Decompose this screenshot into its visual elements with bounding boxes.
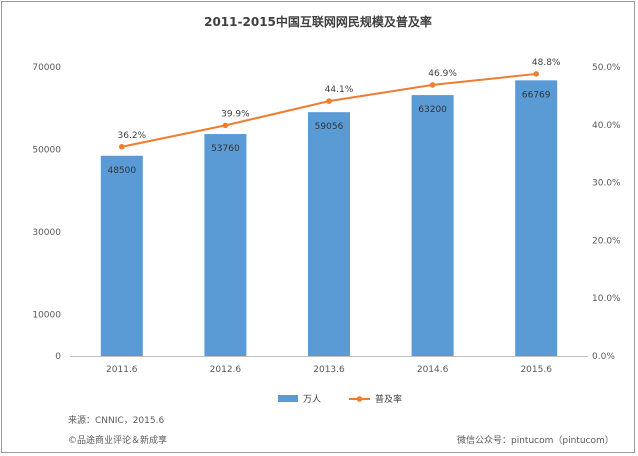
- y-right-tick-label: 10.0%: [592, 294, 621, 304]
- axes: 0 10000 30000 50000 70000 0.0% 10.0% 20.0% 30.0%…: [32, 63, 621, 375]
- x-tick-label: 2013.6: [313, 365, 345, 375]
- bar: [411, 95, 454, 357]
- copyright-note: ©品途商业评论＆新成享: [68, 436, 168, 446]
- x-tick-label: 2012.6: [210, 365, 242, 375]
- line-data-label: 46.9%: [428, 69, 457, 79]
- x-tick-label: 2011.6: [106, 365, 138, 375]
- bar: [100, 155, 143, 356]
- x-tick-label: 2014.6: [417, 365, 449, 375]
- legend-label-line: 普及率: [375, 393, 402, 405]
- legend-swatch-bar: [278, 395, 298, 402]
- bar-data-label: 53760: [211, 144, 240, 154]
- bar: [515, 80, 558, 356]
- legend-swatch-line-marker: [356, 396, 363, 402]
- x-tick-label: 2015.6: [520, 365, 552, 375]
- legend-label-bar: 万人: [303, 394, 321, 405]
- line-data-label: 39.9%: [221, 109, 250, 119]
- bar: [308, 112, 350, 357]
- y-right-tick-label: 40.0%: [592, 121, 621, 131]
- y-left-tick-label: 70000: [32, 63, 61, 73]
- chart-title: 2011-2015中国互联网网民规模及普及率: [204, 14, 432, 29]
- y-right-tick-label: 30.0%: [592, 179, 621, 189]
- line-series: 36.2% 39.9% 44.1% 46.9% 48.8%: [118, 58, 561, 150]
- y-left-tick-label: 0: [55, 352, 61, 362]
- bar-data-label: 59056: [315, 122, 344, 132]
- bar-data-label: 63200: [418, 105, 447, 115]
- y-right-tick-label: 20.0%: [592, 236, 621, 246]
- line-point: [429, 82, 436, 88]
- y-left-tick-label: 10000: [32, 311, 61, 321]
- legend: 万人 普及率: [278, 393, 402, 405]
- y-left-tick-label: 50000: [32, 146, 61, 156]
- y-right-tick-label: 50.0%: [592, 63, 621, 73]
- line-data-label: 36.2%: [118, 131, 147, 141]
- line-point: [326, 98, 332, 104]
- bar-data-label: 48500: [107, 166, 136, 176]
- bar-data-label: 66769: [522, 90, 551, 100]
- line-point: [222, 122, 229, 129]
- y-right-tick-label: 0.0%: [592, 352, 615, 362]
- bar: [204, 134, 247, 356]
- line-point: [533, 71, 539, 77]
- line-point: [119, 143, 125, 150]
- line-data-label: 48.8%: [532, 58, 561, 68]
- bar-series: 48500 53760 59056 63200 66769: [100, 80, 558, 357]
- source-note: 来源：CNNIC，2015.6: [68, 416, 165, 426]
- line-data-label: 44.1%: [325, 85, 354, 95]
- wechat-note: 微信公众号：pintucom（pintucom）: [457, 436, 614, 446]
- y-left-tick-label: 30000: [32, 228, 61, 238]
